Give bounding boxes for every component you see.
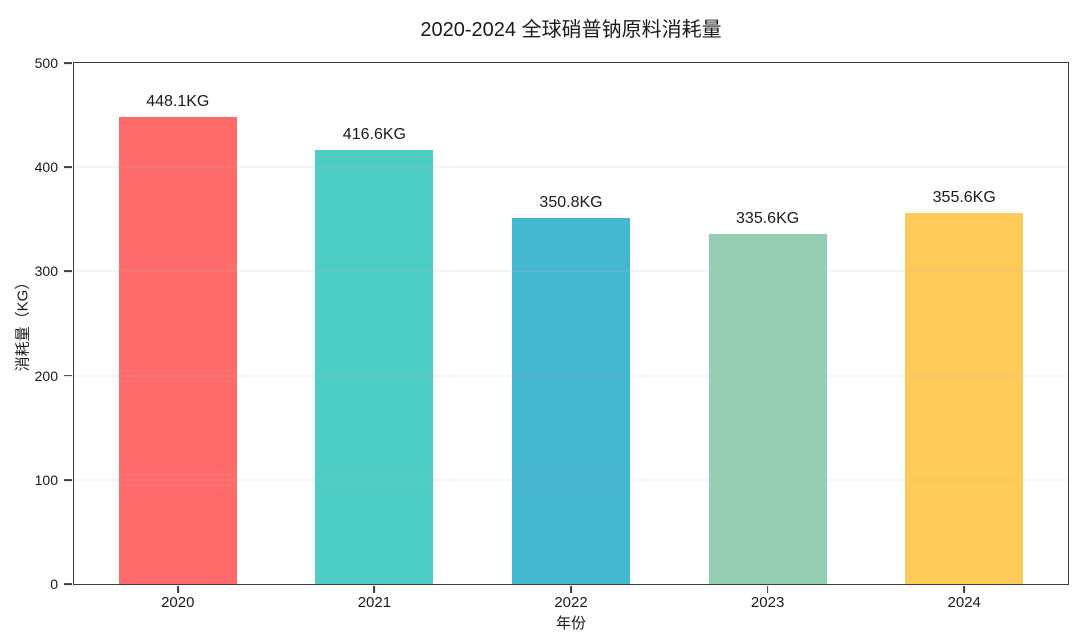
y-tick-label-500: 500 <box>34 55 58 71</box>
bar-2021 <box>315 149 434 584</box>
bar-value-label-2023: 335.6KG <box>736 210 800 228</box>
x-tick-label-2020: 2020 <box>161 594 195 611</box>
bar-value-label-2020: 448.1KG <box>146 93 210 111</box>
y-tick-mark-300 <box>64 270 72 273</box>
x-tick-mark-2023 <box>766 586 769 593</box>
y-tick-label-300: 300 <box>34 263 58 280</box>
chart-title: 2020-2024 全球硝普钠原料消耗量 <box>420 19 722 41</box>
bar-2020 <box>118 117 237 584</box>
bar-2022 <box>512 218 630 584</box>
bar-2024 <box>905 213 1024 584</box>
gridline-y-300 <box>74 270 1068 272</box>
bar-2023 <box>708 234 827 584</box>
y-tick-label-100: 100 <box>34 471 58 488</box>
x-tick-mark-2020 <box>176 586 179 593</box>
y-tick-mark-500 <box>64 62 72 64</box>
y-tick-label-0: 0 <box>50 576 58 592</box>
gridline-y-200 <box>74 375 1068 377</box>
bar-value-label-2022: 350.8KG <box>539 194 603 212</box>
x-tick-label-2023: 2023 <box>750 594 785 611</box>
y-tick-mark-0 <box>64 583 72 585</box>
bar-value-label-2024: 355.6KG <box>932 189 996 207</box>
x-tick-label-2024: 2024 <box>947 594 981 611</box>
y-axis-title: 消耗量（KG） <box>14 274 32 372</box>
gridline-y-100 <box>74 479 1068 481</box>
x-tick-label-2021: 2021 <box>357 594 392 611</box>
x-tick-mark-2024 <box>963 586 966 593</box>
y-tick-mark-400 <box>64 166 72 169</box>
plot-area: 0 100 200 300 400 500 448.1KG 2020 416.6KG 2021 35… <box>35 55 1069 611</box>
y-tick-label-400: 400 <box>34 159 58 176</box>
y-tick-mark-100 <box>64 478 72 481</box>
gridline-y-400 <box>74 166 1068 168</box>
y-tick-label-200: 200 <box>34 367 58 384</box>
x-tick-mark-2022 <box>570 586 572 593</box>
x-tick-label-2022: 2022 <box>554 594 588 611</box>
x-tick-mark-2021 <box>373 586 376 593</box>
x-axis-title: 年份 <box>555 615 587 632</box>
bar-value-label-2021: 416.6KG <box>342 125 406 143</box>
y-tick-mark-200 <box>64 374 72 377</box>
